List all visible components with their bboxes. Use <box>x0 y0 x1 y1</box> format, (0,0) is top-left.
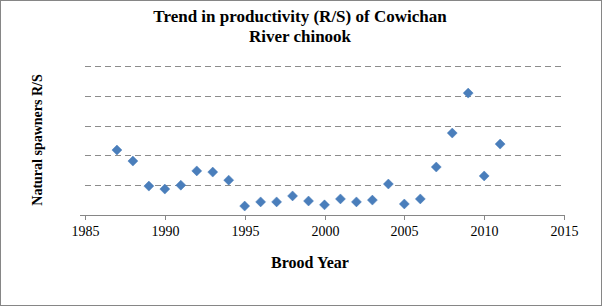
point <box>176 180 186 190</box>
point <box>160 184 170 194</box>
x-tick <box>325 215 326 220</box>
x-tick-label: 1985 <box>72 224 100 239</box>
grid-line <box>85 96 564 97</box>
grid-line <box>85 185 564 186</box>
point <box>463 88 473 98</box>
x-tick <box>245 215 246 220</box>
point <box>144 181 154 191</box>
point <box>240 201 250 211</box>
x-tick <box>484 215 485 220</box>
y-axis-title: Natural spawners R/S <box>30 74 45 206</box>
point <box>272 197 282 207</box>
point <box>320 200 330 210</box>
x-tick <box>564 215 565 220</box>
point <box>224 175 234 185</box>
point <box>383 179 393 189</box>
plot-area <box>112 88 505 211</box>
x-tick-label: 2000 <box>312 224 340 239</box>
chart-border <box>1 1 602 306</box>
title: Trend in productivity (R/S) of CowichanR… <box>153 7 447 46</box>
grid-line <box>85 126 564 127</box>
title-line: Trend in productivity (R/S) of Cowichan <box>153 7 447 26</box>
x-tick-label: 2005 <box>391 224 419 239</box>
grid-line <box>85 66 564 67</box>
point <box>415 194 425 204</box>
x-tick <box>404 215 405 220</box>
x-tick <box>85 215 86 220</box>
x-tick-label: 1990 <box>152 224 180 239</box>
x-tick <box>165 215 166 220</box>
grid-line <box>85 155 564 156</box>
point <box>304 196 314 206</box>
x-tick-label: 2010 <box>471 224 499 239</box>
point <box>367 195 377 205</box>
point <box>192 166 202 176</box>
point <box>128 156 138 166</box>
point <box>495 139 505 149</box>
x-axis-title: Brood Year <box>271 254 349 271</box>
point <box>479 171 489 181</box>
point <box>112 145 122 155</box>
point <box>399 199 409 209</box>
point <box>288 191 298 201</box>
x-axis-line <box>85 215 564 216</box>
chart: 1985 1990 1995 2000 2005 2010 2015 Trend in pro… <box>0 0 602 306</box>
title-line: River chinook <box>249 27 352 46</box>
x-tick-label: 1995 <box>232 224 260 239</box>
point <box>335 194 345 204</box>
point <box>431 162 441 172</box>
point <box>208 167 218 177</box>
point <box>351 197 361 207</box>
point <box>256 197 266 207</box>
y-tick <box>80 215 85 216</box>
point <box>447 128 457 138</box>
x-tick-label: 2015 <box>551 224 579 239</box>
